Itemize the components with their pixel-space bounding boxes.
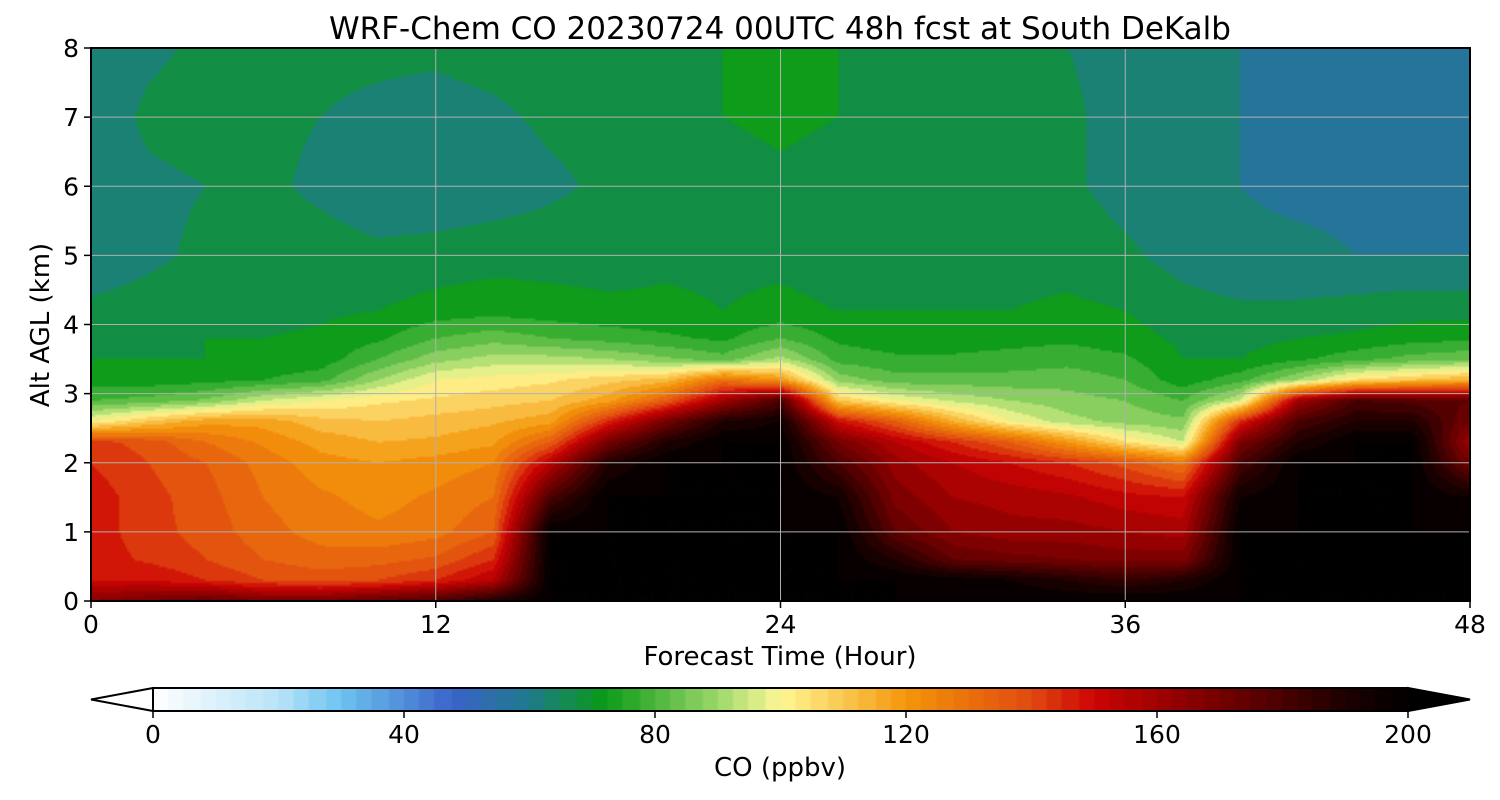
y-tick-label: 4: [63, 311, 79, 340]
x-tick-label: 12: [420, 610, 452, 639]
x-axis-label: Forecast Time (Hour): [643, 642, 916, 672]
y-tick-label: 7: [63, 103, 79, 132]
colorbar-extend-high: [1407, 686, 1471, 713]
chart-title: WRF-Chem CO 20230724 00UTC 48h fcst at S…: [329, 11, 1231, 47]
y-tick-label: 8: [63, 34, 79, 63]
y-tick-label: 2: [63, 449, 79, 478]
colorbar-tick-label: 120: [882, 720, 930, 749]
colorbar-tick-label: 160: [1133, 720, 1181, 749]
colorbar-tick-label: 40: [388, 720, 420, 749]
colorbar-gradient: [153, 688, 1408, 711]
y-tick-label: 3: [63, 380, 79, 409]
y-axis: 0 1 2 3 4 5 6 7 8: [63, 34, 91, 616]
y-tick-label: 1: [63, 518, 79, 547]
colorbar-tick-label: 80: [639, 720, 671, 749]
x-tick-label: 36: [1109, 610, 1141, 639]
colorbar-extend-low: [90, 686, 154, 713]
y-axis-label: Alt AGL (km): [26, 243, 56, 407]
y-tick-label: 0: [63, 587, 79, 616]
colorbar: 0 40 80 120 160 200 CO (ppbv): [90, 686, 1471, 783]
y-tick-label: 5: [63, 241, 79, 270]
x-tick-label: 24: [765, 610, 797, 639]
colorbar-label: CO (ppbv): [714, 753, 846, 783]
grid-lines: [91, 48, 1470, 601]
x-tick-label: 48: [1454, 610, 1486, 639]
x-tick-label: 0: [83, 610, 99, 639]
colorbar-frame: [152, 687, 1409, 712]
colorbar-tick-label: 0: [145, 720, 161, 749]
colorbar-tick-label: 200: [1384, 720, 1432, 749]
colorbar-ticks: 0 40 80 120 160 200: [145, 711, 1432, 749]
y-tick-label: 6: [63, 172, 79, 201]
x-axis: 0 12 24 36 48: [83, 601, 1486, 639]
